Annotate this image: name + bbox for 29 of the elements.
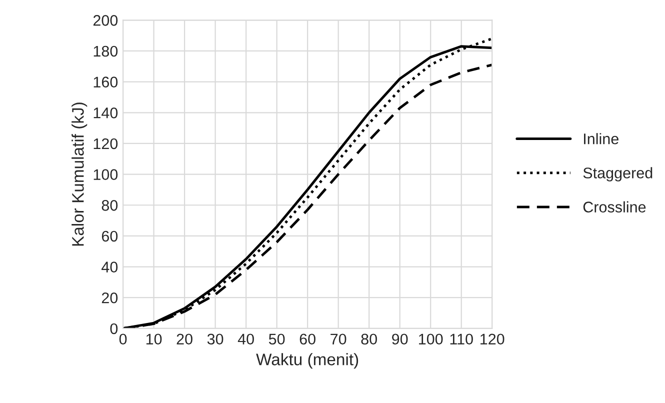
x-tick-label: 50 [268,334,285,345]
x-tick-label: 20 [176,334,192,345]
legend-label: Staggered [583,167,652,182]
y-tick-label: 140 [94,108,118,118]
y-tick-label: 20 [102,292,118,304]
x-tick-label: 120 [480,334,504,345]
legend-label: Crossline [583,201,646,212]
y-tick-label: 160 [94,76,118,88]
y-tick-label: 100 [94,169,118,180]
y-tick-label: 40 [102,262,118,272]
x-tick-label: 70 [330,334,346,345]
y-tick-label: 180 [94,46,118,57]
y-tick-label: 200 [93,15,118,26]
y-tick-label: 80 [102,200,118,211]
x-tick-label: 80 [361,334,377,345]
legend-label: Inline [584,133,618,144]
x-axis-title: Waktu (menit) [256,353,358,369]
y-tick-label: 120 [94,138,118,150]
x-tick-label: 60 [300,334,316,345]
x-tick-label: 40 [238,334,254,345]
y-tick-label: 60 [102,230,118,242]
x-tick-label: 30 [207,334,224,345]
x-tick-label: 0 [119,334,127,345]
y-tick-label: 0 [110,323,118,334]
x-tick-label: 110 [450,334,473,345]
y-axis-title: Kalor Kumulatif (kJ) [72,102,88,246]
x-tick-label: 10 [146,334,162,345]
x-tick-label: 90 [392,334,408,345]
x-tick-label: 100 [419,334,443,345]
